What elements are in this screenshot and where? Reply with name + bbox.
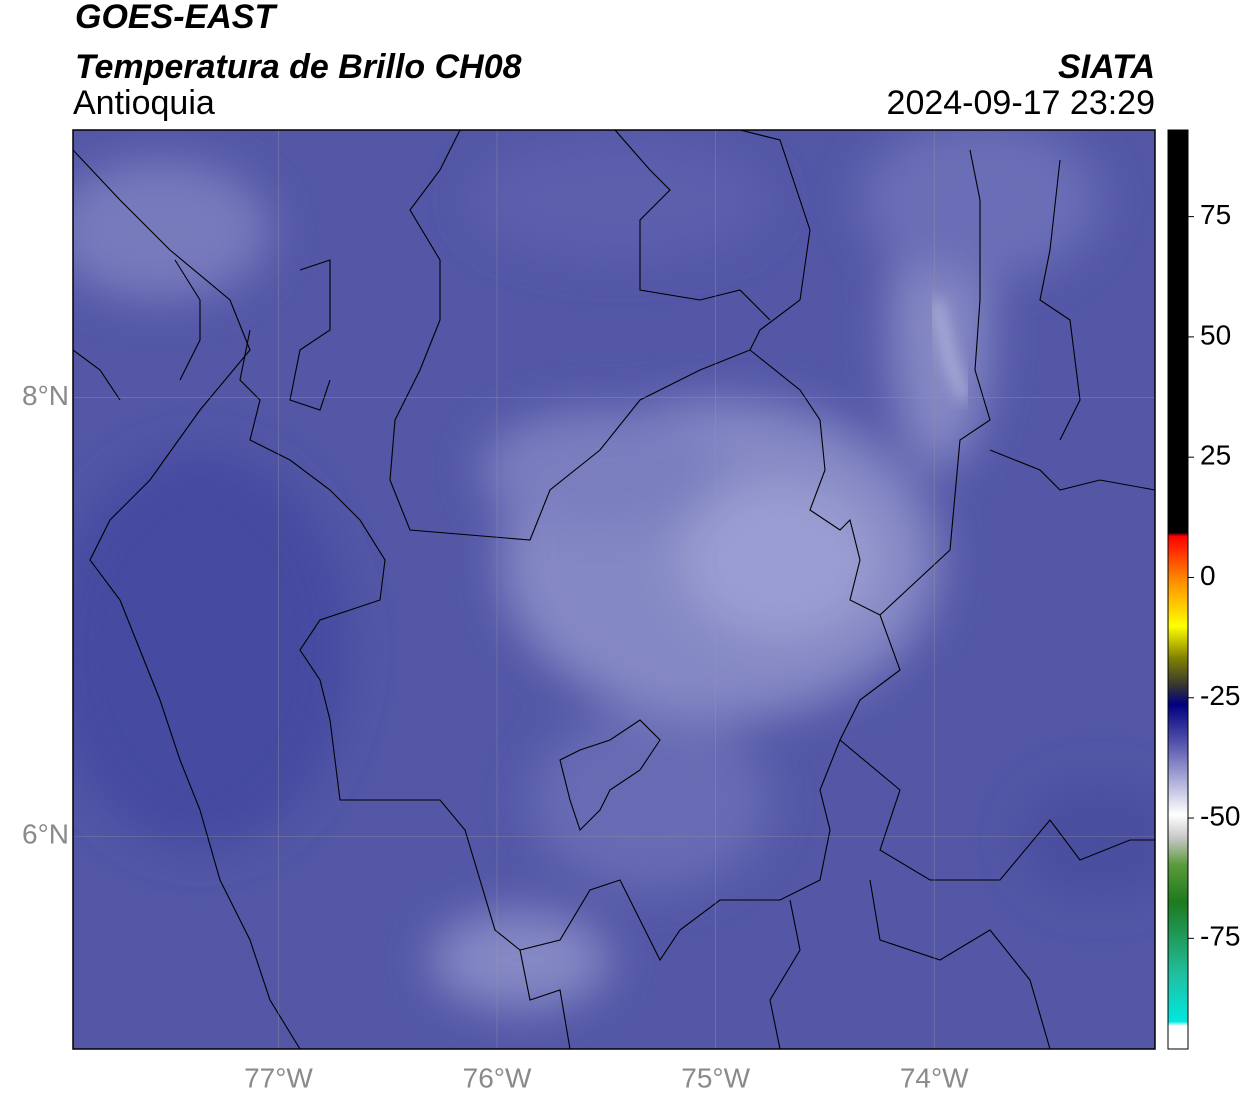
y-tick-label: 6°N: [22, 819, 69, 850]
colorbar-tick-label: 75: [1200, 199, 1231, 230]
colorbar-tick-label: -75: [1200, 921, 1240, 952]
map-frame: [72, 129, 1156, 1050]
title: GOES-EAST: [75, 0, 278, 36]
source: SIATA: [1058, 48, 1155, 86]
datetime: 2024-09-17 23:29: [887, 84, 1155, 122]
region: Antioquia: [73, 84, 215, 122]
colorbar-tick-label: 50: [1200, 319, 1231, 350]
y-tick-label: 8°N: [22, 380, 69, 411]
x-tick-label: 74°W: [900, 1062, 969, 1093]
subtitle: Temperatura de Brillo CH08: [75, 48, 522, 86]
x-tick-label: 75°W: [681, 1062, 750, 1093]
colorbar-tick-label: 0: [1200, 560, 1216, 591]
boundaries: [73, 130, 1155, 1049]
x-tick-label: 76°W: [463, 1062, 532, 1093]
x-tick-label: 77°W: [244, 1062, 313, 1093]
colorbar-tick-label: -25: [1200, 680, 1240, 711]
satellite-image: [73, 130, 1155, 1049]
colorbar-tick-label: -50: [1200, 800, 1240, 831]
colorbar-tick-label: 25: [1200, 440, 1231, 471]
graticule: [73, 130, 1155, 1049]
colorbar: [1167, 129, 1189, 1050]
colorbar-ticks: 75 50 25 0 -25 -50 -75: [1188, 199, 1240, 952]
